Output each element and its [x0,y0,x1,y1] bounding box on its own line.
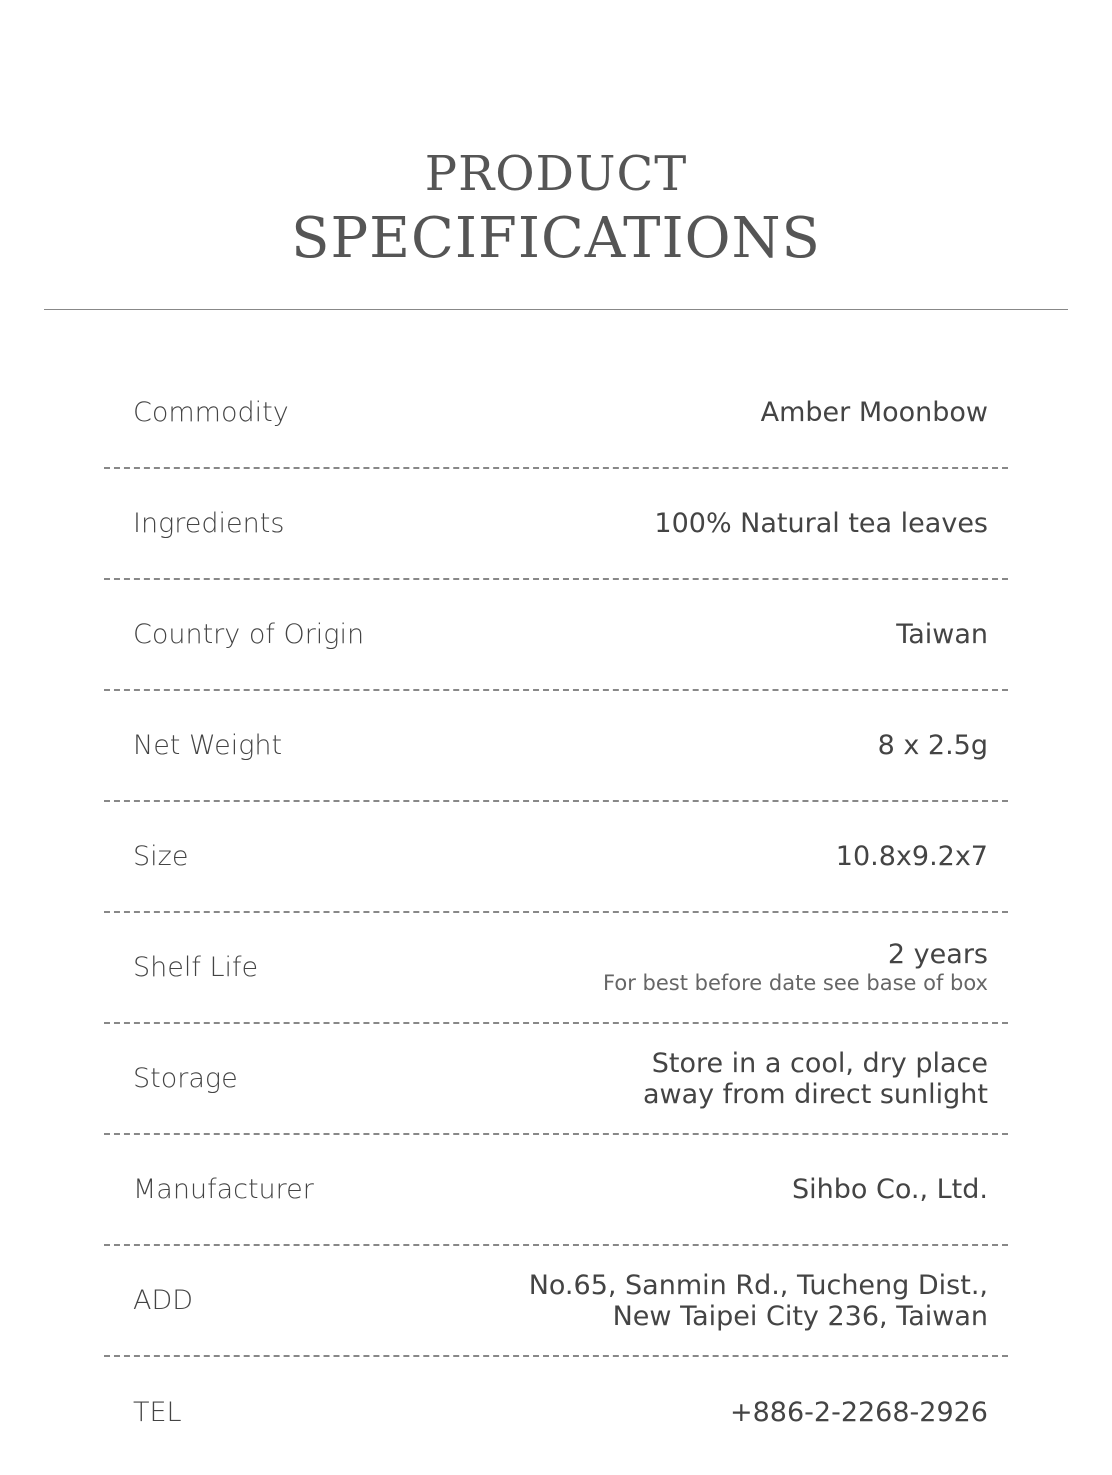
spec-row: TEL +886-2-2268-2926 [104,1357,1008,1468]
page-title-line1: PRODUCT [424,146,688,202]
spec-row: Commodity Amber Moonbow [104,358,1008,469]
spec-value-line: No.65, Sanmin Rd., Tucheng Dist., [528,1269,988,1301]
title-divider [44,309,1068,310]
spec-label: Commodity [133,397,289,428]
spec-row: Net Weight 8 x 2.5g [104,691,1008,802]
spec-value: Sihbo Co., Ltd. [792,1174,988,1205]
spec-value-line: 8 x 2.5g [877,730,988,761]
spec-value: Amber Moonbow [761,397,988,428]
spec-row: Shelf Life 2 years For best before date se… [104,913,1008,1024]
spec-label: Size [133,841,189,872]
spec-value: +886-2-2268-2926 [730,1397,988,1428]
spec-value-line: Store in a cool, dry place [651,1047,988,1079]
spec-value: 100% Natural tea leaves [654,508,988,539]
spec-value: 10.8x9.2x7 [836,841,988,872]
spec-label: Storage [133,1063,238,1094]
page-title-line2: SPECIFICATIONS [291,206,821,271]
spec-value-line: Taiwan [896,619,988,650]
spec-label: Ingredients [133,508,285,539]
spec-value-line: 2 years [887,939,988,970]
spec-value: 8 x 2.5g [878,730,988,761]
spec-row: Country of Origin Taiwan [104,580,1008,691]
spec-value-line: Amber Moonbow [760,397,988,428]
spec-label: Net Weight [133,730,283,761]
spec-row: ADD No.65, Sanmin Rd., Tucheng Dist., New … [104,1246,1008,1357]
spec-label: ADD [133,1285,194,1316]
spec-value: Taiwan [896,619,988,650]
spec-value: Store in a cool, dry place away from dire… [643,1048,988,1110]
spec-value-line2: away from direct sunlight [642,1078,988,1110]
spec-row: Size 10.8x9.2x7 [104,802,1008,913]
spec-label: Manufacturer [133,1174,314,1205]
spec-value-line: +886-2-2268-2926 [730,1397,988,1428]
spec-value-line: 10.8x9.2x7 [835,841,988,872]
spec-value-line: Sihbo Co., Ltd. [792,1174,988,1205]
spec-value: 2 years For best before date see base of … [603,939,988,996]
spec-row: Storage Store in a cool, dry place away fr… [104,1024,1008,1135]
spec-label: Country of Origin [133,619,365,650]
spec-row: Manufacturer Sihbo Co., Ltd. [104,1135,1008,1246]
spec-label: TEL [133,1397,182,1428]
spec-label: Shelf Life [133,952,259,983]
spec-row: Ingredients 100% Natural tea leaves [104,469,1008,580]
spec-value-line2: New Taipei City 236, Taiwan [612,1300,988,1332]
spec-value-line: 100% Natural tea leaves [654,508,988,539]
spec-note: For best before date see base of box [603,971,988,995]
spec-value: No.65, Sanmin Rd., Tucheng Dist., New Tai… [529,1270,988,1332]
